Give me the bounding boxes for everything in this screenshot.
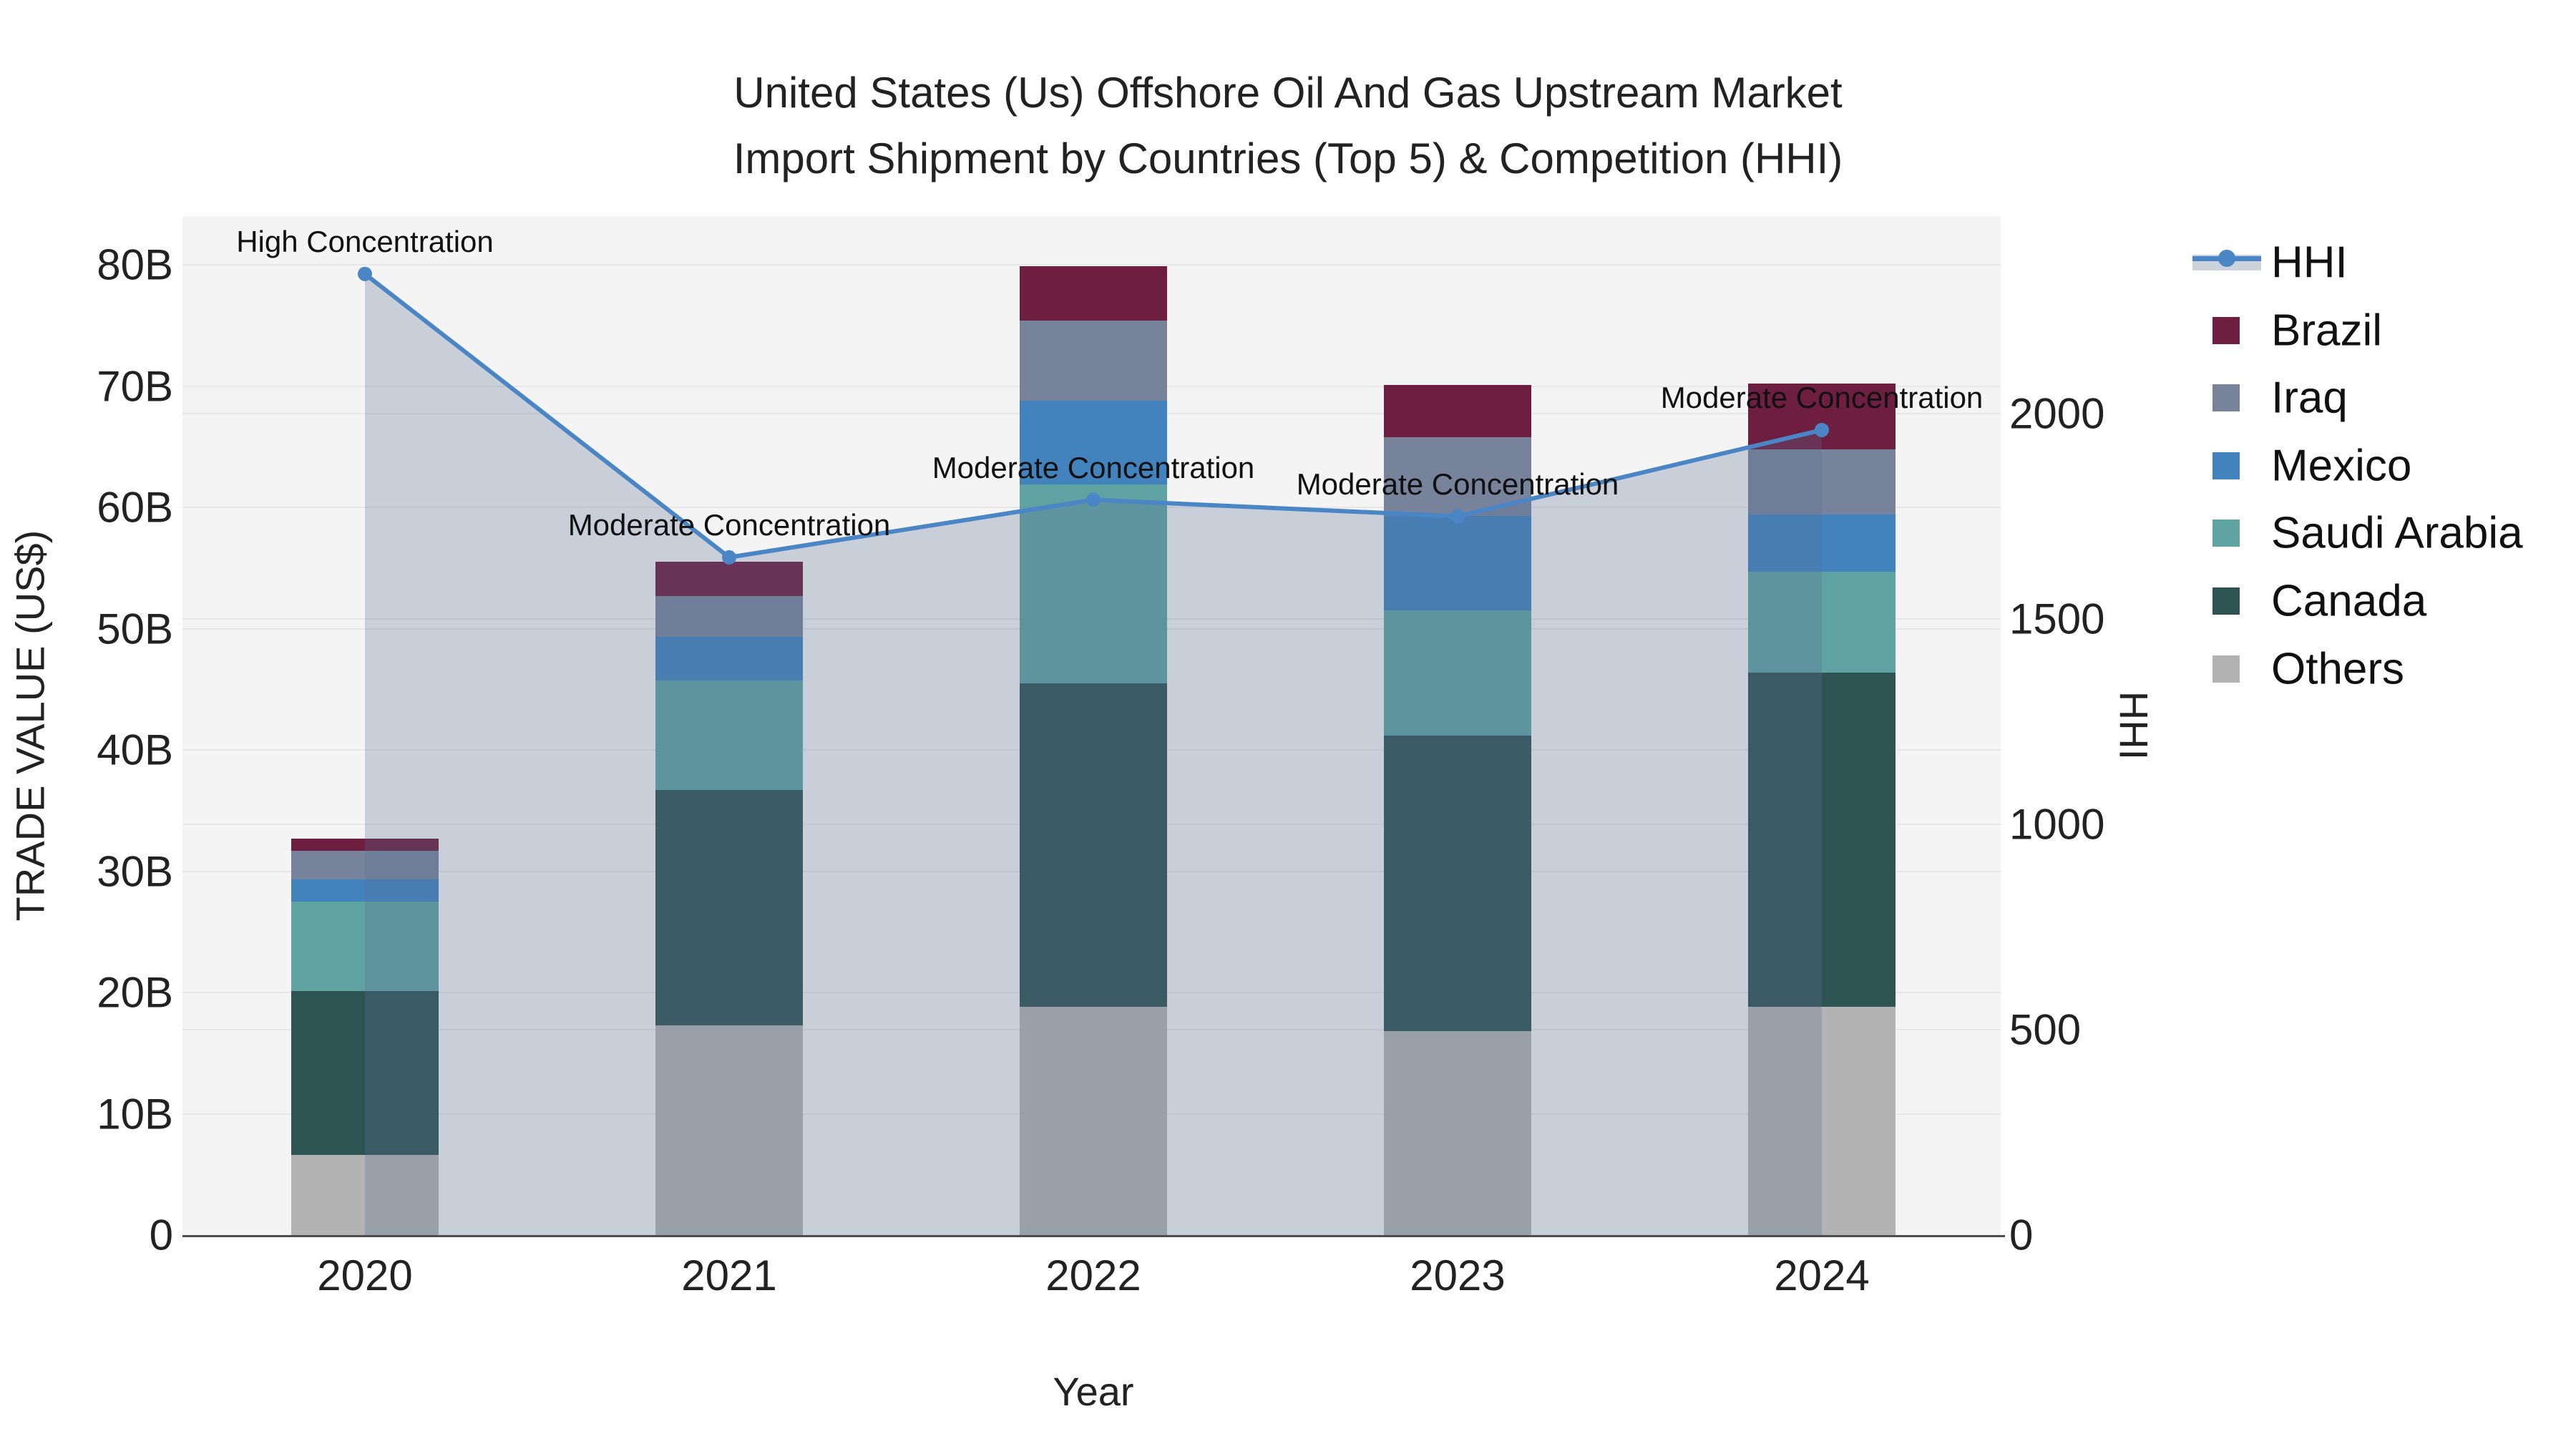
bar-2022-saudi-arabia[interactable]	[1020, 484, 1167, 683]
legend-label-hhi: HHI	[2271, 238, 2348, 288]
y-left-tick-60B: 60B	[97, 483, 173, 532]
bar-2024-saudi-arabia[interactable]	[1748, 571, 1896, 673]
bar-2022-canada[interactable]	[1020, 683, 1167, 1008]
x-tick-2021: 2021	[681, 1252, 777, 1299]
bar-2022-others[interactable]	[1020, 1007, 1167, 1235]
legend-label-mexico: Mexico	[2271, 441, 2412, 491]
legend-swatch-iraq	[2212, 384, 2240, 412]
bar-2020-mexico[interactable]	[291, 879, 439, 902]
legend-item-others[interactable]: Others	[2187, 640, 2573, 698]
bar-2021-saudi-arabia[interactable]	[655, 680, 803, 790]
legend-label-saudi-arabia: Saudi Arabia	[2271, 508, 2523, 558]
x-tick-2020: 2020	[317, 1252, 413, 1299]
y-left-tick-20B: 20B	[97, 968, 173, 1017]
chart-title-line1: United States (Us) Offshore Oil And Gas …	[733, 69, 1843, 117]
bar-2023-saudi-arabia[interactable]	[1384, 610, 1531, 736]
x-axis-line	[182, 1235, 2005, 1237]
y-right-tick-2000: 2000	[2009, 389, 2105, 438]
legend-swatch-saudi-arabia	[2212, 519, 2240, 547]
bar-2021-brazil[interactable]	[655, 562, 803, 596]
annotation-2021: Moderate Concentration	[567, 507, 891, 542]
bar-2021-others[interactable]	[655, 1025, 803, 1235]
x-axis-title: Year	[1053, 1369, 1134, 1414]
y-right-tick-1500: 1500	[2009, 595, 2105, 643]
bar-2024-canada[interactable]	[1748, 672, 1896, 1008]
hhi-line-legend-icon	[2192, 250, 2261, 270]
hhi-point-2023[interactable]	[1450, 509, 1465, 524]
legend-swatch-mexico	[2212, 452, 2240, 479]
legend-label-others: Others	[2271, 644, 2405, 694]
bar-2022-iraq[interactable]	[1020, 320, 1167, 401]
y-right-axis-title: HHI	[2111, 691, 2157, 761]
annotation-2022: Moderate Concentration	[932, 450, 1255, 484]
hhi-point-2020[interactable]	[358, 266, 372, 281]
bar-2024-mexico[interactable]	[1748, 514, 1896, 572]
annotation-2020: High Concentration	[236, 224, 494, 258]
annotation-2024: Moderate Concentration	[1660, 380, 1984, 414]
legend-label-iraq: Iraq	[2271, 373, 2348, 423]
chart-title-line2: Import Shipment by Countries (Top 5) & C…	[733, 135, 1843, 182]
legend-swatch-others	[2212, 655, 2240, 683]
x-tick-2023: 2023	[1410, 1252, 1506, 1299]
x-tick-2024: 2024	[1774, 1252, 1870, 1299]
y-left-tick-70B: 70B	[97, 362, 173, 410]
legend-swatch-brazil	[2212, 316, 2240, 344]
hhi-point-2024[interactable]	[1815, 422, 1829, 437]
bar-2020-iraq[interactable]	[291, 850, 439, 880]
legend-item-iraq[interactable]: Iraq	[2187, 369, 2573, 426]
legend-item-canada[interactable]: Canada	[2187, 572, 2573, 630]
bar-2020-canada[interactable]	[291, 991, 439, 1156]
hhi-point-2022[interactable]	[1086, 492, 1101, 507]
legend-item-saudi-arabia[interactable]: Saudi Arabia	[2187, 504, 2573, 562]
y-right-tick-1000: 1000	[2009, 800, 2105, 849]
bar-2024-iraq[interactable]	[1748, 449, 1896, 515]
bar-2020-saudi-arabia[interactable]	[291, 901, 439, 992]
y-left-tick-10B: 10B	[97, 1090, 173, 1138]
hhi-point-2021[interactable]	[722, 550, 736, 565]
y-right-tick-500: 500	[2009, 1005, 2082, 1054]
chart-title: United States (Us) Offshore Oil And Gas …	[0, 60, 2576, 192]
bar-2021-canada[interactable]	[655, 789, 803, 1025]
legend-item-brazil[interactable]: Brazil	[2187, 302, 2573, 359]
y-left-tick-0: 0	[149, 1211, 173, 1259]
bar-2021-mexico[interactable]	[655, 637, 803, 681]
bar-2021-iraq[interactable]	[655, 595, 803, 638]
y-left-tick-40B: 40B	[97, 726, 173, 774]
annotation-2023: Moderate Concentration	[1296, 467, 1619, 501]
legend-swatch-canada	[2212, 587, 2240, 615]
bar-2024-others[interactable]	[1748, 1007, 1896, 1235]
bar-2023-brazil[interactable]	[1384, 384, 1531, 437]
bar-2020-others[interactable]	[291, 1155, 439, 1235]
bar-2020-brazil[interactable]	[291, 838, 439, 851]
y-left-tick-30B: 30B	[97, 847, 173, 895]
y-left-axis-title: TRADE VALUE (US$)	[7, 530, 53, 922]
y-left-tick-50B: 50B	[97, 605, 173, 653]
legend-item-hhi[interactable]: HHI	[2187, 234, 2573, 291]
x-tick-2022: 2022	[1045, 1252, 1141, 1299]
legend-item-mexico[interactable]: Mexico	[2187, 437, 2573, 494]
bar-2023-canada[interactable]	[1384, 735, 1531, 1032]
legend-label-brazil: Brazil	[2271, 306, 2383, 356]
y-left-tick-80B: 80B	[97, 240, 173, 289]
bar-2023-mexico[interactable]	[1384, 515, 1531, 611]
bar-2022-brazil[interactable]	[1020, 265, 1167, 321]
y-right-tick-0: 0	[2009, 1211, 2034, 1259]
gridline-left-80	[182, 264, 2001, 265]
bar-2023-others[interactable]	[1384, 1031, 1531, 1235]
legend-label-canada: Canada	[2271, 576, 2427, 626]
